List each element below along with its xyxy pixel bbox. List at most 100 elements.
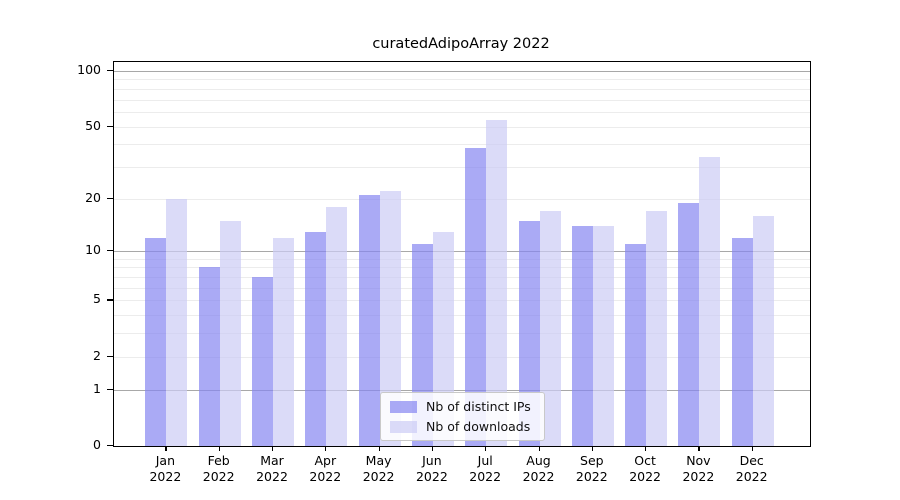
chart-title: curatedAdipoArray 2022	[372, 36, 550, 52]
bar-downloads-aug	[539, 211, 561, 446]
bar-distinct-ips-feb	[198, 267, 220, 446]
x-tick-year: 2022	[362, 469, 395, 484]
minor-gridline	[114, 333, 810, 335]
y-tick-mark	[107, 299, 113, 301]
minor-gridline	[114, 267, 810, 269]
x-tick-mark	[645, 446, 647, 451]
legend-label-downloads: Nb of downloads	[426, 418, 531, 434]
bar-distinct-ips-aug	[518, 220, 540, 446]
bar-downloads-apr	[326, 206, 348, 446]
x-tick-month: Jan	[155, 453, 176, 468]
y-tick-label: 5	[93, 291, 101, 307]
bar-downloads-feb	[219, 220, 241, 446]
x-tick-label: Dec 2022	[722, 453, 782, 485]
x-tick-year: 2022	[309, 469, 342, 484]
bar-downloads-may	[379, 191, 401, 446]
bar-downloads-oct	[646, 211, 668, 446]
x-tick-year: 2022	[735, 469, 768, 484]
y-tick-mark	[107, 250, 113, 252]
bar-downloads-jul	[486, 120, 508, 446]
x-tick-label: May 2022	[349, 453, 409, 485]
x-tick-year: 2022	[575, 469, 608, 484]
y-tick-mark	[107, 388, 113, 390]
x-tick-month: Dec	[739, 453, 764, 468]
y-tick-label: 50	[85, 117, 101, 133]
minor-gridline	[114, 258, 810, 260]
x-tick-year: 2022	[202, 469, 235, 484]
x-tick-month: Aug	[526, 453, 551, 468]
y-tick-label: 100	[77, 62, 101, 77]
bar-distinct-ips-nov	[678, 202, 700, 446]
y-tick-label: 2	[93, 347, 101, 363]
major-gridline	[114, 71, 810, 72]
x-tick-year: 2022	[522, 469, 555, 484]
x-tick-month: Sep	[580, 453, 604, 468]
plot-area	[113, 61, 811, 447]
x-tick-label: Oct 2022	[615, 453, 675, 485]
minor-gridline	[114, 315, 810, 317]
major-gridline	[114, 389, 810, 391]
x-tick-label: Feb 2022	[189, 453, 249, 485]
x-tick-mark	[272, 446, 274, 451]
bar-distinct-ips-may	[358, 194, 380, 446]
x-tick-year: 2022	[256, 469, 288, 484]
y-tick-mark	[107, 197, 113, 199]
bar-downloads-nov	[699, 157, 721, 446]
x-tick-year: 2022	[149, 469, 182, 484]
bar-distinct-ips-sep	[571, 225, 593, 446]
y-tick-mark	[107, 125, 113, 127]
legend-row-downloads: Nb of downloads	[390, 418, 535, 435]
x-tick-mark	[325, 446, 327, 451]
legend: Nb of distinct IPs Nb of downloads	[380, 392, 545, 441]
x-tick-mark	[218, 446, 220, 451]
y-tick-label: 20	[85, 189, 101, 205]
x-tick-year: 2022	[682, 469, 715, 484]
bar-distinct-ips-dec	[731, 237, 753, 446]
minor-gridline	[114, 126, 810, 128]
minor-gridline	[114, 99, 810, 101]
x-tick-month: Jul	[477, 453, 493, 468]
downloads-swatch-icon	[390, 420, 417, 433]
bar-downloads-dec	[752, 215, 774, 446]
major-gridline	[114, 251, 810, 253]
x-tick-label: Sep 2022	[562, 453, 622, 485]
minor-gridline	[114, 88, 810, 90]
bar-downloads-jan	[166, 198, 188, 446]
x-tick-month: May	[365, 453, 392, 468]
x-tick-label: Aug 2022	[509, 453, 569, 485]
bar-distinct-ips-apr	[305, 231, 327, 446]
x-tick-mark	[431, 446, 434, 451]
x-tick-month: Jun	[422, 453, 442, 468]
minor-gridline	[114, 144, 810, 146]
x-tick-mark	[538, 446, 540, 451]
y-tick-label: 0	[93, 437, 101, 452]
x-tick-mark	[698, 446, 700, 451]
minor-gridline	[114, 79, 810, 81]
legend-row-distinct-ips: Nb of distinct IPs	[390, 398, 535, 415]
y-tick-label: 1	[93, 380, 101, 396]
x-tick-month: Mar	[260, 453, 284, 468]
x-tick-mark	[485, 446, 487, 451]
minor-gridline	[114, 111, 810, 113]
distinct-ips-swatch-icon	[390, 400, 417, 413]
minor-gridline	[114, 198, 810, 200]
x-tick-month: Feb	[207, 453, 230, 468]
minor-gridline	[114, 356, 810, 358]
legend-label-distinct-ips: Nb of distinct IPs	[426, 398, 531, 414]
x-tick-label: Apr 2022	[295, 453, 355, 485]
x-tick-label: Nov 2022	[668, 453, 728, 485]
bar-distinct-ips-mar	[252, 277, 273, 446]
y-tick-label: 10	[85, 242, 101, 258]
y-tick-mark	[107, 355, 113, 357]
bar-distinct-ips-jan	[145, 237, 167, 446]
minor-gridline	[114, 277, 810, 279]
y-tick-mark	[107, 445, 113, 447]
bar-distinct-ips-oct	[625, 244, 647, 446]
x-tick-mark	[591, 446, 593, 451]
x-tick-year: 2022	[469, 469, 502, 484]
x-tick-year: 2022	[629, 469, 661, 484]
minor-gridline	[114, 166, 810, 168]
x-tick-label: Jul 2022	[455, 453, 515, 485]
minor-gridline	[114, 287, 810, 289]
